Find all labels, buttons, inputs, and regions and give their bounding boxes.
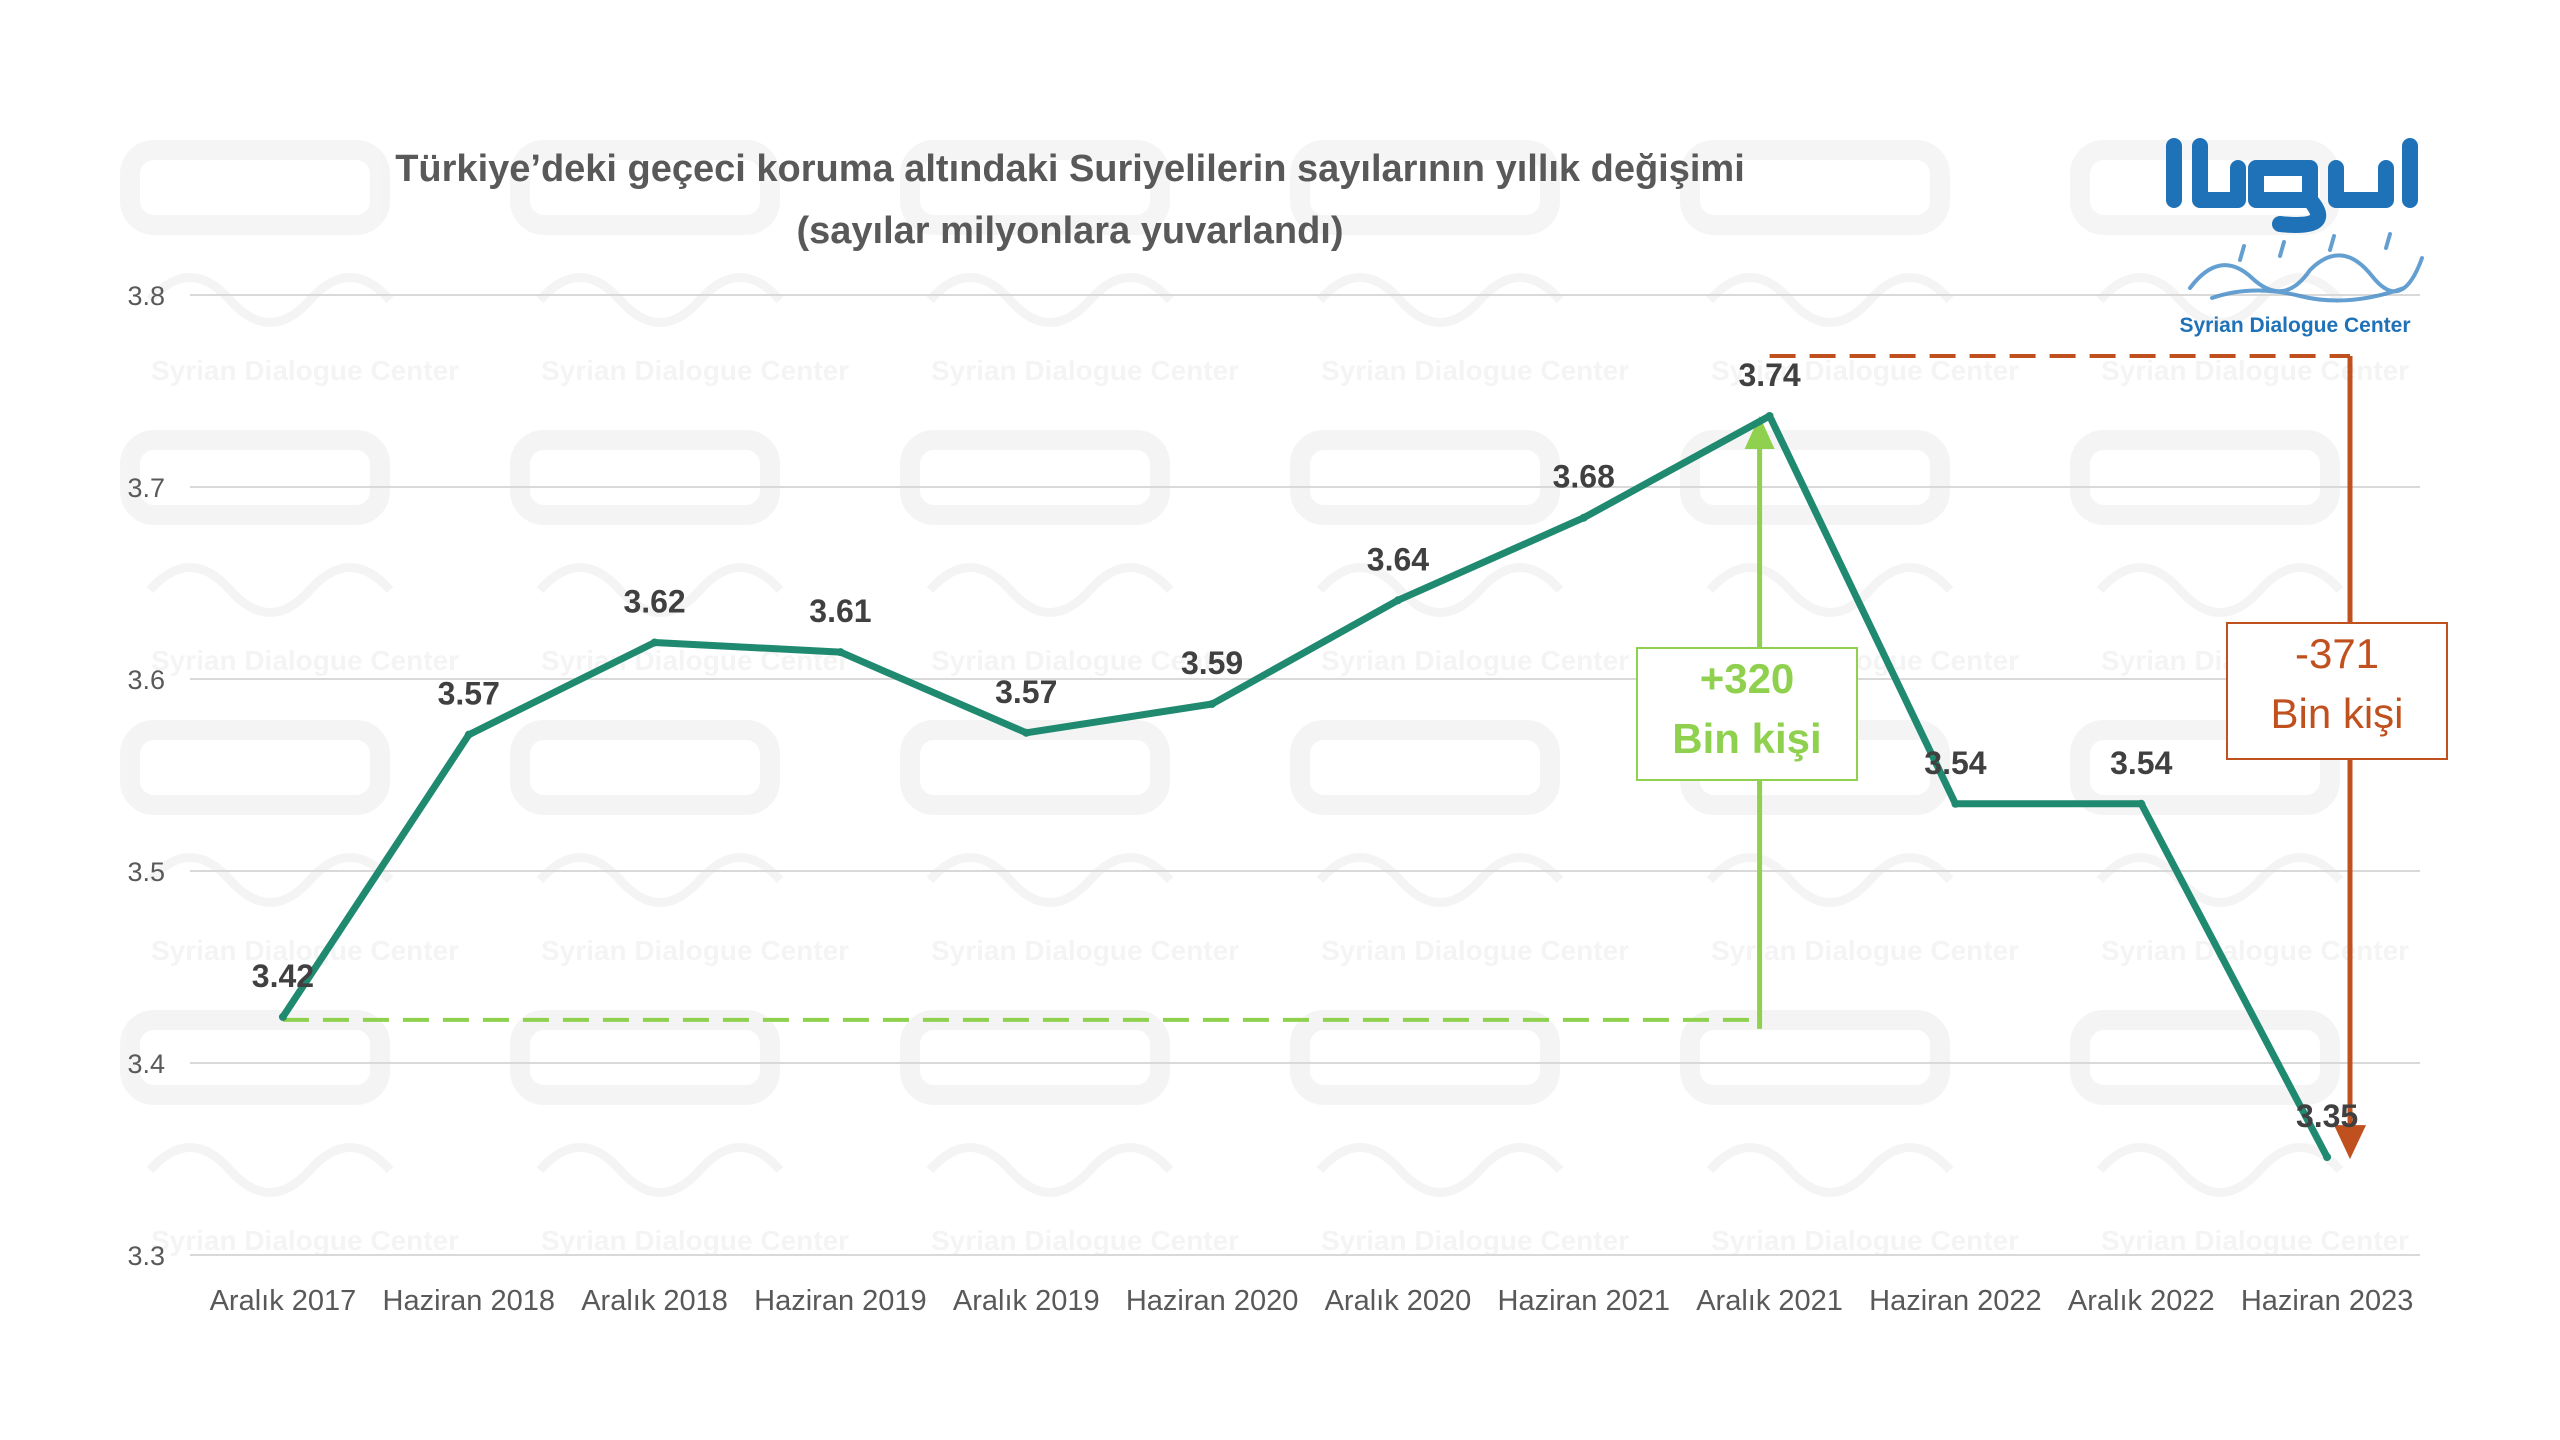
data-label: 3.57	[995, 674, 1057, 710]
y-tick-label: 3.6	[127, 665, 165, 695]
logo-mark-icon	[2166, 138, 2424, 303]
decrease-arrow-head	[2334, 1125, 2366, 1160]
data-point	[1393, 596, 1402, 605]
syrian-dialogue-center-logo: Syrian Dialogue Center	[2160, 138, 2430, 348]
watermark-text: Syrian Dialogue Center	[2101, 935, 2409, 966]
series-line	[279, 412, 2331, 1161]
watermark-text: Syrian Dialogue Center	[541, 935, 849, 966]
data-label: 3.61	[809, 593, 871, 629]
watermark-text: Syrian Dialogue Center	[1711, 1225, 2019, 1256]
decrease-unit: Bin kişi	[2270, 690, 2404, 737]
increase-arrow-head	[1744, 415, 1775, 449]
watermark-text: Syrian Dialogue Center	[1321, 1225, 1629, 1256]
watermark-text: Syrian Dialogue Center	[1321, 645, 1629, 676]
x-tick-label: Aralık 2022	[2068, 1285, 2215, 1317]
watermark-text: Syrian Dialogue Center	[151, 935, 459, 966]
data-point	[1951, 799, 1960, 808]
watermark-text: Syrian Dialogue Center	[2101, 1225, 2409, 1256]
x-tick-label: Haziran 2018	[383, 1285, 556, 1317]
data-label: 3.35	[2296, 1098, 2358, 1134]
x-tick-label: Aralık 2020	[1325, 1285, 1472, 1317]
data-point	[2137, 799, 2146, 808]
data-label: 3.62	[623, 584, 685, 620]
x-tick-label: Haziran 2019	[754, 1285, 927, 1317]
watermark-text: Syrian Dialogue Center	[931, 935, 1239, 966]
watermark-text: Syrian Dialogue Center	[151, 1225, 459, 1256]
y-tick-label: 3.3	[127, 1241, 165, 1271]
x-tick-label: Aralık 2021	[1696, 1285, 1843, 1317]
watermark-text: Syrian Dialogue Center	[1321, 935, 1629, 966]
data-point	[1208, 699, 1217, 708]
x-tick-label: Haziran 2022	[1869, 1285, 2042, 1317]
data-label: 3.54	[1924, 745, 1986, 781]
watermark-text: Syrian Dialogue Center	[1321, 355, 1629, 386]
y-tick-label: 3.4	[127, 1049, 165, 1079]
watermark-text: Syrian Dialogue Center	[151, 645, 459, 676]
x-tick-label: Haziran 2020	[1126, 1285, 1299, 1317]
data-point	[278, 1012, 287, 1021]
chart-title: Türkiye’deki geçeci koruma altındaki Sur…	[395, 148, 1745, 252]
watermark-text: Syrian Dialogue Center	[2101, 355, 2409, 386]
logo-text: Syrian Dialogue Center	[2179, 314, 2411, 337]
decrease-value: -371	[2294, 630, 2380, 677]
data-label: 3.54	[2110, 745, 2172, 781]
x-tick-label: Aralık 2019	[953, 1285, 1100, 1317]
watermark-text: Syrian Dialogue Center	[1711, 935, 2019, 966]
data-point	[464, 730, 473, 739]
data-point	[650, 638, 659, 647]
y-tick-label: 3.5	[127, 857, 165, 887]
data-label: 3.42	[252, 958, 314, 994]
data-point	[1579, 513, 1588, 522]
increase-value: +320	[1699, 655, 1795, 702]
x-tick-label: Haziran 2021	[1498, 1285, 1671, 1317]
watermark-text: Syrian Dialogue Center	[151, 355, 459, 386]
data-point	[836, 648, 845, 657]
decrease-annotation-box: -371 Bin kişi	[2226, 622, 2448, 760]
watermark-text: Syrian Dialogue Center	[931, 645, 1239, 676]
data-point	[1022, 728, 1031, 737]
data-label: 3.64	[1367, 541, 1429, 577]
x-tick-label: Haziran 2023	[2241, 1285, 2414, 1317]
data-label: 3.74	[1738, 357, 1800, 393]
data-label: 3.68	[1553, 459, 1615, 495]
x-tick-label: Aralık 2018	[581, 1285, 728, 1317]
watermark-text: Syrian Dialogue Center	[931, 355, 1239, 386]
data-label: 3.57	[438, 676, 500, 712]
y-tick-label: 3.7	[127, 473, 165, 503]
x-tick-label: Aralık 2017	[210, 1285, 357, 1317]
increase-unit: Bin kişi	[1672, 715, 1822, 762]
watermark-text: Syrian Dialogue Center	[931, 1225, 1239, 1256]
increase-annotation-box: +320 Bin kişi	[1636, 647, 1858, 781]
data-point	[1765, 411, 1774, 420]
watermark-text: Syrian Dialogue Center	[541, 1225, 849, 1256]
data-point	[2323, 1153, 2332, 1162]
y-tick-label: 3.8	[127, 281, 165, 311]
watermark-text: Syrian Dialogue Center	[541, 355, 849, 386]
data-label: 3.59	[1181, 645, 1243, 681]
watermark-text: Syrian Dialogue Center	[1711, 355, 2019, 386]
